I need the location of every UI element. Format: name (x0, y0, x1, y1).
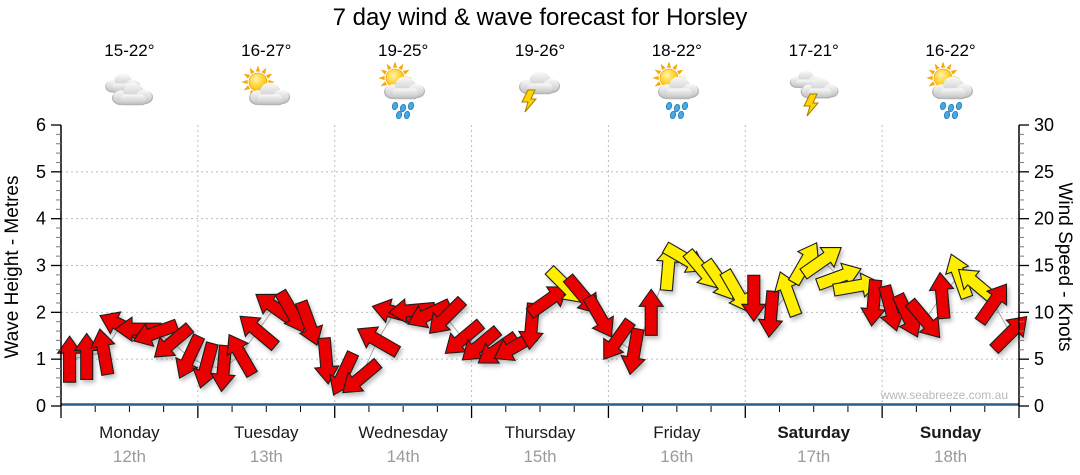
temperature-range: 16-22° (925, 41, 976, 60)
wind-arrow (582, 293, 614, 338)
day-date: 17th (797, 447, 831, 466)
day-date: 16th (660, 447, 694, 466)
left-tick-label: 0 (36, 396, 46, 416)
temperature-range: 15-22° (104, 41, 155, 60)
temperature-range: 16-27° (241, 41, 292, 60)
day-name: Friday (653, 423, 701, 442)
temperature-range: 18-22° (651, 41, 702, 60)
temperature-range: 17-21° (788, 41, 839, 60)
day-date: 15th (523, 447, 557, 466)
wind-arrow (175, 333, 206, 380)
wind-arrow (989, 315, 1028, 355)
wind-arrow (638, 288, 665, 336)
sun-cloud-rain-icon (643, 61, 711, 120)
wind-arrow (944, 253, 974, 301)
wind-arrow (294, 299, 324, 347)
left-tick-label: 4 (36, 209, 46, 229)
wind-arrow (313, 336, 340, 385)
watermark: www.seabreeze.com.au (880, 388, 1008, 402)
left-axis-label: Wave Height - Metres (2, 175, 23, 359)
wind-arrow (757, 290, 784, 339)
sun-cloud-rain-icon (369, 61, 437, 120)
day-name: Sunday (919, 423, 982, 442)
right-tick-label: 5 (1034, 349, 1044, 369)
day-name: Wednesday (358, 423, 448, 442)
cloud-storm-icon (506, 62, 574, 120)
temperature-range: 19-25° (378, 41, 429, 60)
wind-arrow (860, 278, 887, 327)
wind-arrow (132, 318, 180, 348)
wind-arrow (210, 344, 237, 393)
page-title: 7 day wind & wave forecast for Horsley (332, 4, 748, 31)
day-name: Thursday (504, 423, 576, 442)
temperature-range: 19-26° (514, 41, 566, 60)
left-tick-label: 5 (36, 162, 46, 182)
day-name: Saturday (777, 423, 851, 442)
right-tick-label: 0 (1034, 396, 1044, 416)
wind-arrow (974, 283, 1008, 327)
wind-arrow (153, 322, 195, 358)
wind-arrow (904, 297, 941, 339)
day-name: Monday (99, 423, 160, 442)
wind-arrow (239, 315, 280, 352)
day-date: 14th (386, 447, 420, 466)
right-tick-label: 15 (1034, 256, 1054, 276)
left-tick-label: 1 (36, 349, 46, 369)
left-tick-label: 3 (36, 256, 46, 276)
right-tick-label: 30 (1034, 115, 1054, 135)
wind-arrow (799, 246, 842, 280)
right-tick-label: 25 (1034, 162, 1054, 182)
wind-arrow (342, 357, 383, 394)
wind-arrow (525, 286, 569, 320)
wind-arrow-layer (56, 241, 1028, 396)
wind-arrow (226, 333, 259, 379)
clouds-storm-icon (780, 62, 848, 120)
wind-arrow (928, 271, 955, 320)
day-name: Tuesday (233, 423, 299, 442)
wind-arrow (832, 272, 881, 299)
day-date: 18th (934, 447, 968, 466)
wind-arrow (356, 326, 402, 358)
wind-arrow (428, 295, 468, 334)
wind-arrow (603, 317, 636, 361)
wind-arrow (740, 274, 767, 323)
wind-arrow (620, 327, 647, 376)
wind-arrow (89, 328, 116, 377)
right-tick-label: 20 (1034, 209, 1054, 229)
right-tick-label: 10 (1034, 302, 1054, 322)
left-tick-label: 2 (36, 302, 46, 322)
right-axis-label: Wind Speed - Knots (1054, 182, 1075, 352)
sun-cloud-icon (232, 62, 300, 120)
day-date: 13th (249, 447, 283, 466)
sun-cloud-rain-icon (917, 61, 985, 120)
day-date: 12th (112, 447, 146, 466)
clouds-icon (95, 62, 163, 120)
left-tick-label: 6 (36, 115, 46, 135)
